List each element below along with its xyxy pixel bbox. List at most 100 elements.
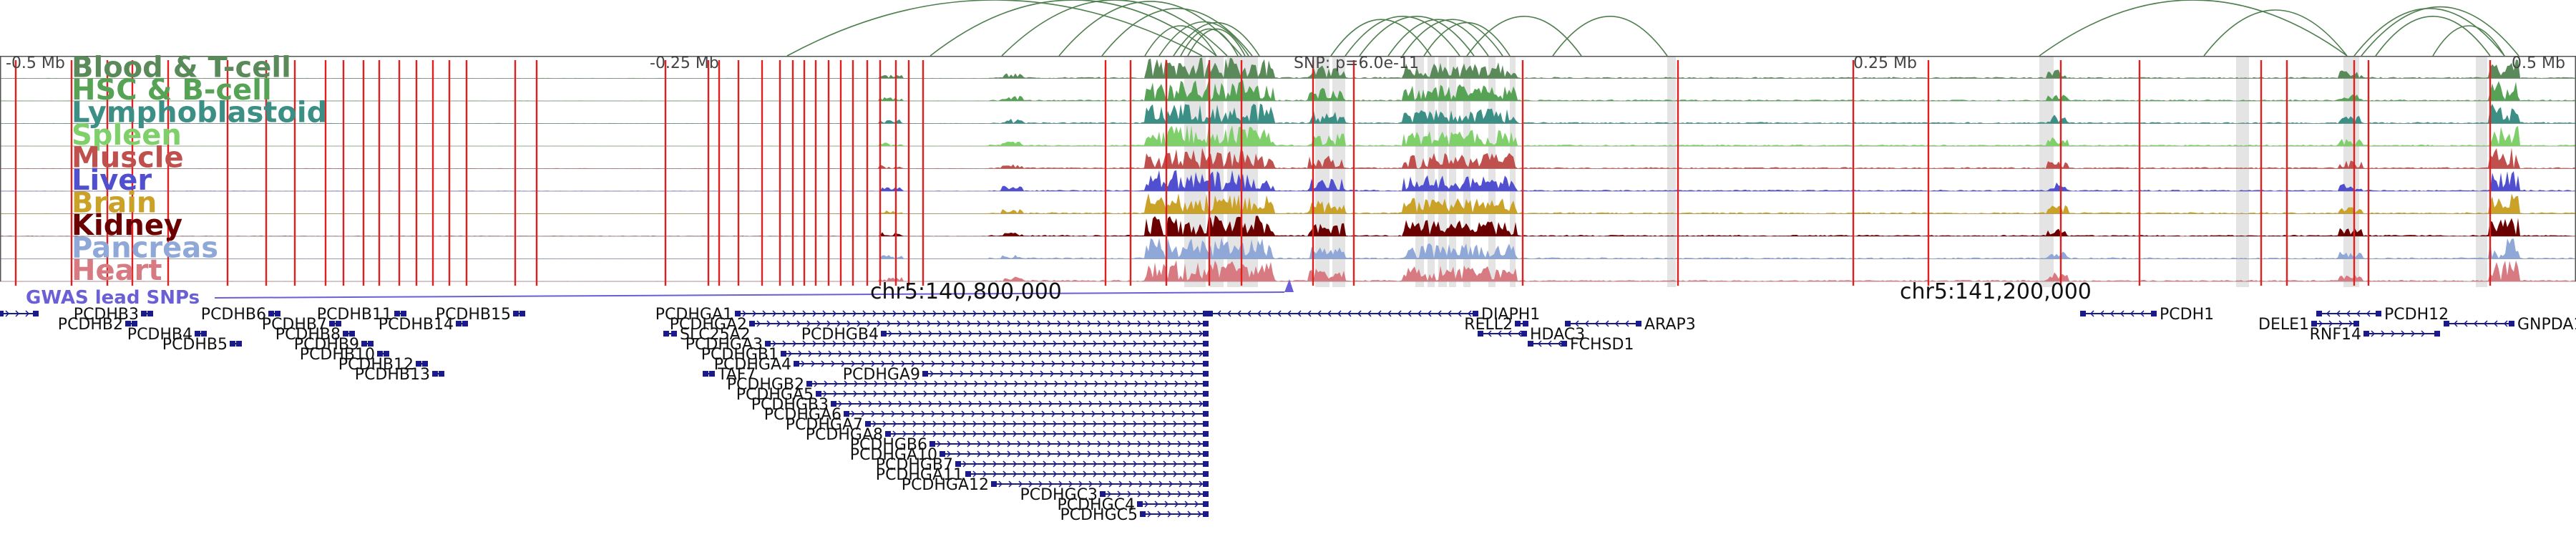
strand-arrow bbox=[816, 320, 821, 327]
gene-rell2[interactable]: RELL2 bbox=[1464, 316, 1528, 334]
strand-arrow bbox=[1093, 390, 1098, 397]
gene-label: FCHSD1 bbox=[1570, 336, 1634, 354]
strand-arrow bbox=[1074, 380, 1079, 387]
strand-arrow bbox=[1038, 330, 1043, 337]
strand-arrow bbox=[903, 390, 908, 397]
gene-arap3[interactable]: ARAP3 bbox=[1565, 316, 1696, 334]
gene-pcdhga9[interactable]: PCDHGA9 bbox=[843, 366, 1209, 384]
strand-arrow bbox=[897, 320, 902, 327]
gene-dele1[interactable]: DELE1 bbox=[2258, 316, 2359, 334]
strand-arrow bbox=[1048, 350, 1053, 357]
strand-arrow bbox=[1017, 450, 1022, 458]
strand-arrow bbox=[1013, 390, 1018, 397]
strand-arrow bbox=[981, 360, 986, 367]
gene-pcdhgb1[interactable]: PCDHGB1 bbox=[701, 346, 1209, 364]
strand-arrow bbox=[923, 390, 928, 397]
gene-taf7[interactable]: TAF7 bbox=[703, 366, 756, 384]
gene-pcdhga11[interactable]: PCDHGA11 bbox=[876, 466, 1209, 484]
gene-pcdhga8[interactable]: PCDHGA8 bbox=[806, 426, 1209, 444]
strand-arrow bbox=[1191, 360, 1196, 367]
highlight-band bbox=[1510, 56, 1516, 287]
gene-rnf14[interactable]: RNF14 bbox=[2310, 326, 2440, 344]
gene-pcdhga1[interactable]: PCDHGA1 bbox=[655, 306, 1209, 324]
gene-label: PCDHGA5 bbox=[736, 386, 814, 404]
gwas-line bbox=[214, 291, 1285, 299]
gene-label: PCDHGB3 bbox=[751, 396, 829, 414]
gene-start bbox=[361, 341, 367, 347]
gene-gnpda1[interactable]: GNPDA1 bbox=[2444, 316, 2576, 334]
gene-pcdhga3[interactable]: PCDHGA3 bbox=[686, 336, 1209, 354]
gene-pcdh12[interactable]: PCDH12 bbox=[2316, 306, 2449, 324]
strand-arrow bbox=[881, 410, 886, 417]
gene-end bbox=[349, 331, 355, 337]
axis-frame bbox=[0, 56, 2576, 57]
strand-arrow bbox=[990, 370, 995, 377]
strand-arrow bbox=[891, 360, 896, 367]
gene-pcdhga4[interactable]: PCDHGA4 bbox=[714, 356, 1209, 374]
gene-slc25a2[interactable]: SLC25A2 bbox=[663, 326, 751, 344]
strand-arrow bbox=[1073, 430, 1078, 437]
gene-pcdhgb3[interactable]: PCDHGB3 bbox=[751, 396, 1209, 414]
strand-arrow bbox=[1604, 320, 1609, 327]
strand-arrow bbox=[963, 390, 968, 397]
gene-start bbox=[1100, 491, 1106, 497]
gene-pcdhb9[interactable]: PCDHB9 bbox=[294, 336, 374, 354]
strand-arrow bbox=[1091, 410, 1096, 417]
strand-arrow bbox=[1133, 390, 1138, 397]
strand-arrow bbox=[930, 370, 935, 377]
gene-pcdhb13[interactable]: PCDHB13 bbox=[355, 366, 444, 384]
gene-pcdhb4[interactable]: PCDHB4 bbox=[127, 326, 207, 344]
gene-diaph1[interactable]: DIAPH1 bbox=[1207, 306, 1540, 324]
gene-pcdhb7[interactable]: PCDHB7 bbox=[262, 316, 341, 334]
gene-hdac3[interactable]: HDAC3 bbox=[1478, 326, 1585, 344]
strand-arrow bbox=[957, 450, 962, 458]
gene-pcdhb5[interactable]: PCDHB5 bbox=[162, 336, 242, 354]
strand-arrow bbox=[1189, 330, 1194, 337]
gene-pcdhb12[interactable]: PCDHB12 bbox=[338, 356, 428, 374]
strand-arrow bbox=[1028, 400, 1033, 407]
gene-label: ARAP3 bbox=[1644, 316, 1696, 334]
gene-pcdhgb2[interactable]: PCDHGB2 bbox=[727, 376, 1209, 394]
strand-arrow bbox=[1053, 340, 1058, 347]
strand-arrow bbox=[987, 450, 992, 458]
gene-end bbox=[384, 351, 389, 357]
strand-arrow bbox=[2328, 320, 2333, 327]
strand-arrow bbox=[982, 340, 987, 347]
gene-pcdh1[interactable]: PCDH1 bbox=[2080, 306, 2214, 324]
strand-arrow bbox=[1098, 330, 1103, 337]
gene-pcdhgc4[interactable]: PCDHGC4 bbox=[1057, 496, 1209, 514]
gene-pcdhb10[interactable]: PCDHB10 bbox=[300, 346, 389, 364]
gene-pcdhb15[interactable]: PCDHB15 bbox=[436, 306, 525, 324]
strand-arrow bbox=[932, 430, 937, 437]
gene-pcdhga6[interactable]: PCDHGA6 bbox=[764, 406, 1209, 424]
strand-arrow bbox=[1107, 440, 1112, 448]
gene-pcdhga12[interactable]: PCDHGA12 bbox=[902, 476, 1209, 494]
strand-arrow bbox=[997, 450, 1002, 458]
gene-pcdhgb7[interactable]: PCDHGB7 bbox=[876, 456, 1209, 474]
gene-pcdhga2[interactable]: PCDHGA2 bbox=[670, 316, 1209, 334]
gene-pcdhb3[interactable]: PCDHB3 bbox=[74, 306, 153, 324]
gene-pcdhgc3[interactable]: PCDHGC3 bbox=[1020, 486, 1209, 504]
gene-pcdhb2[interactable]: PCDHB2 bbox=[58, 316, 137, 334]
gene-pcdhgb6[interactable]: PCDHGB6 bbox=[850, 436, 1209, 454]
strand-arrow bbox=[1043, 430, 1048, 437]
strand-arrow bbox=[1123, 310, 1128, 317]
gene-end bbox=[1203, 401, 1209, 407]
gene-pcdhga10[interactable]: PCDHGA10 bbox=[850, 446, 1209, 464]
gene-fchsd1[interactable]: FCHSD1 bbox=[1528, 336, 1634, 354]
gene-pcdhb11[interactable]: PCDHB11 bbox=[317, 306, 406, 324]
gene-pcdhgc5[interactable]: PCDHGC5 bbox=[1060, 506, 1209, 524]
strand-arrow bbox=[847, 320, 852, 327]
strand-arrow bbox=[1043, 460, 1048, 468]
gene-1[interactable]: 1 bbox=[0, 306, 39, 324]
gene-pcdhb6[interactable]: PCDHB6 bbox=[201, 306, 280, 324]
gene-pcdhb8[interactable]: PCDHB8 bbox=[275, 326, 355, 344]
gene-pcdhgb4[interactable]: PCDHGB4 bbox=[801, 326, 1209, 344]
gene-pcdhb14[interactable]: PCDHB14 bbox=[379, 316, 468, 334]
strand-arrow bbox=[863, 390, 868, 397]
strand-arrow bbox=[862, 340, 867, 347]
strand-arrow bbox=[1164, 380, 1169, 387]
gene-pcdhga7[interactable]: PCDHGA7 bbox=[786, 416, 1209, 434]
strand-arrow bbox=[1143, 430, 1148, 437]
gene-pcdhga5[interactable]: PCDHGA5 bbox=[736, 386, 1209, 404]
